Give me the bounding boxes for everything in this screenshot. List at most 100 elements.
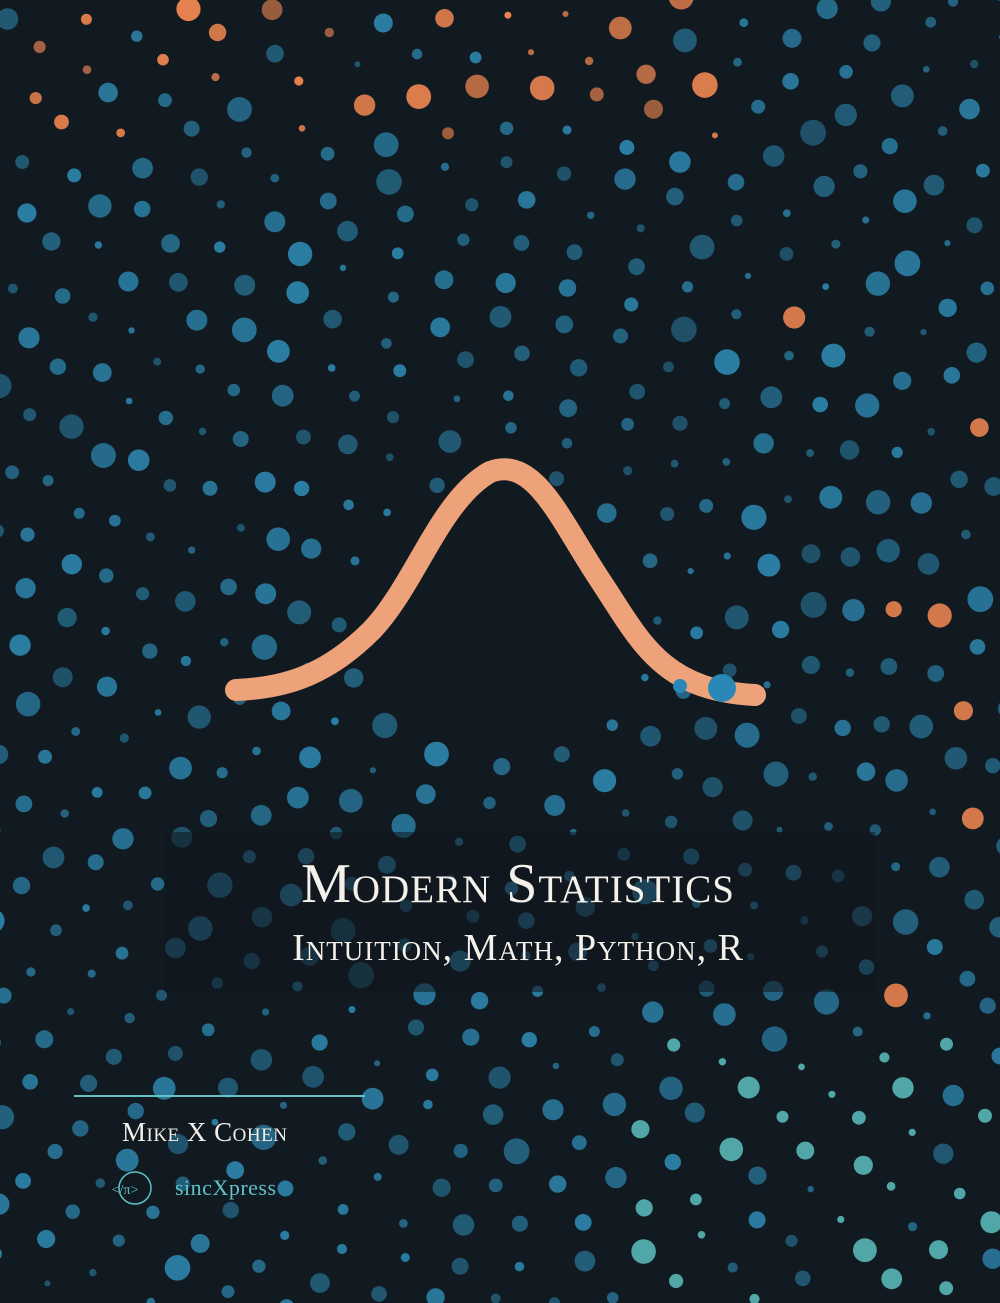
- decorative-dot: [237, 524, 245, 532]
- decorative-dot: [465, 198, 479, 212]
- decorative-dot: [146, 1297, 155, 1303]
- decorative-dot: [234, 274, 256, 296]
- decorative-dot: [819, 485, 843, 509]
- decorative-dot: [855, 393, 880, 418]
- decorative-dot: [167, 1133, 189, 1155]
- decorative-dot: [451, 1257, 469, 1275]
- decorative-dot: [142, 643, 158, 659]
- decorative-dot: [483, 796, 496, 810]
- decorative-dot: [250, 804, 272, 826]
- decorative-dot: [574, 1214, 592, 1231]
- decorative-dot: [29, 92, 42, 105]
- decorative-dot: [15, 795, 33, 813]
- decorative-dot: [621, 809, 630, 817]
- decorative-dot: [762, 145, 785, 167]
- decorative-dot: [748, 1166, 767, 1185]
- decorative-dot: [722, 663, 737, 678]
- decorative-dot: [566, 244, 583, 261]
- decorative-dot: [856, 762, 876, 781]
- decorative-dot: [495, 272, 516, 294]
- decorative-dot: [504, 11, 512, 19]
- decorative-dot: [629, 383, 646, 400]
- decorative-dot: [266, 527, 291, 551]
- decorative-dot: [190, 1234, 210, 1253]
- decorative-dot: [671, 768, 684, 780]
- decorative-dot: [727, 1262, 738, 1273]
- decorative-dot: [908, 1128, 916, 1136]
- publisher-logo-icon: </π>: [112, 1171, 152, 1205]
- decorative-dot: [562, 125, 572, 135]
- decorative-dot: [271, 384, 294, 407]
- decorative-dot: [529, 75, 555, 101]
- decorative-dot: [782, 73, 799, 90]
- decorative-dot: [145, 532, 155, 542]
- decorative-dot: [511, 1215, 528, 1232]
- decorative-dot: [318, 1156, 328, 1165]
- decorative-dot: [52, 667, 73, 688]
- decorative-dot: [808, 772, 817, 781]
- decorative-dot: [873, 716, 890, 733]
- decorative-dot: [644, 99, 663, 119]
- decorative-dot: [784, 495, 792, 504]
- decorative-dot: [211, 73, 220, 82]
- publisher-logo-text: </π>: [112, 1183, 139, 1198]
- decorative-dot: [462, 1028, 480, 1046]
- decorative-dot: [336, 1243, 348, 1255]
- decorative-dot: [195, 364, 205, 374]
- decorative-dot: [277, 1180, 294, 1197]
- decorative-dot: [430, 317, 451, 338]
- decorative-dot: [343, 499, 354, 511]
- decorative-dot: [944, 747, 968, 770]
- decorative-dot: [791, 708, 807, 724]
- decorative-dot: [175, 1176, 190, 1191]
- decorative-dot: [287, 241, 313, 267]
- decorative-dot: [453, 395, 461, 403]
- decorative-dot: [327, 364, 336, 372]
- decorative-dot: [339, 788, 363, 813]
- decorative-dot: [37, 1229, 56, 1249]
- decorative-dot: [158, 410, 173, 426]
- decorative-dot: [220, 578, 237, 596]
- decorative-dot: [109, 514, 121, 527]
- decorative-dot: [970, 418, 989, 437]
- decorative-dot: [452, 1214, 475, 1236]
- decorative-dot: [457, 351, 474, 368]
- decorative-dot: [301, 538, 322, 559]
- decorative-dot: [670, 459, 679, 468]
- decorative-dot: [970, 59, 979, 69]
- decorative-dot: [73, 507, 85, 519]
- decorative-dot: [664, 1153, 681, 1171]
- decorative-dot: [310, 1273, 330, 1293]
- decorative-dot: [381, 338, 392, 349]
- decorative-dot: [386, 453, 394, 462]
- decorative-dot: [927, 665, 945, 682]
- decorative-dot: [353, 94, 376, 116]
- decorative-dot: [719, 398, 731, 410]
- decorative-dot: [593, 769, 617, 793]
- publisher-name: sincXpress: [175, 1175, 277, 1200]
- book-subtitle: Intuition, Math, Python, R: [292, 927, 744, 969]
- decorative-dot: [763, 681, 771, 689]
- decorative-dot: [299, 662, 318, 681]
- decorative-dot: [0, 8, 19, 30]
- decorative-dot: [82, 65, 92, 74]
- decorative-dot: [989, 916, 1000, 938]
- decorative-dot: [311, 1034, 328, 1051]
- decorative-dot: [302, 1065, 324, 1088]
- decorative-dot: [176, 0, 201, 22]
- decorative-dot: [505, 422, 517, 434]
- decorative-dot: [597, 503, 617, 523]
- decorative-dot: [636, 64, 656, 85]
- decorative-dot: [354, 61, 361, 68]
- decorative-dot: [748, 1211, 766, 1229]
- decorative-dot: [490, 1293, 501, 1303]
- decorative-dot: [67, 168, 82, 183]
- decorative-dot: [660, 507, 675, 521]
- decorative-dot: [892, 909, 919, 935]
- decorative-dot: [785, 1234, 798, 1247]
- decorative-dot: [587, 211, 595, 219]
- decorative-dot: [127, 1102, 144, 1120]
- decorative-dot: [57, 607, 77, 628]
- decorative-dot: [407, 1019, 425, 1036]
- decorative-dot: [959, 970, 976, 987]
